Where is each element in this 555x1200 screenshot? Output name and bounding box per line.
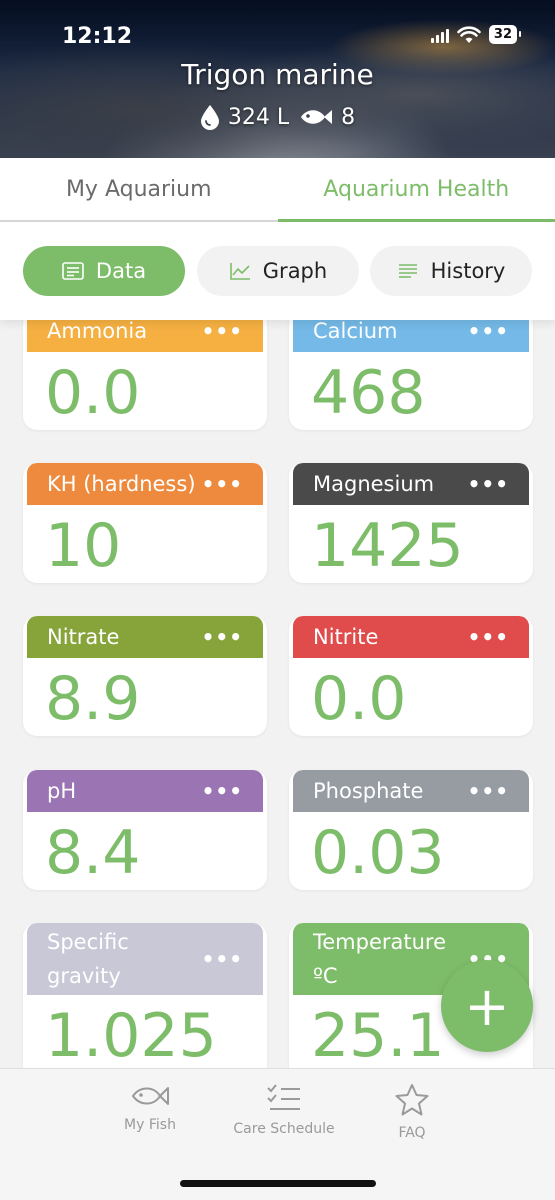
line-chart-icon xyxy=(229,263,250,280)
lines-icon xyxy=(398,264,417,278)
parameter-value: 10 xyxy=(45,511,122,581)
parameter-card-kh[interactable]: KH (hardness) ••• 10 xyxy=(23,463,267,583)
signal-icon xyxy=(430,27,449,43)
volume-value: 324 L xyxy=(227,104,290,130)
parameter-value: 0.0 xyxy=(311,664,407,734)
checklist-icon xyxy=(267,1084,300,1110)
add-measurement-button[interactable]: + xyxy=(441,960,533,1052)
parameter-card-calcium[interactable]: Calcium ••• 468 xyxy=(289,320,533,430)
more-options-icon[interactable]: ••• xyxy=(201,947,243,971)
fish-count-value: 8 xyxy=(341,104,356,130)
parameter-value: 8.9 xyxy=(45,664,141,734)
parameter-label: Ammonia xyxy=(47,320,148,343)
fish-count-stat: 8 xyxy=(299,105,355,130)
fish-icon xyxy=(131,1087,169,1105)
tab-aquarium-health[interactable]: Aquarium Health xyxy=(277,158,555,222)
aquarium-header: 12:12 32 Trigon marine 324 L 8 xyxy=(0,0,555,158)
parameter-value: 468 xyxy=(311,358,426,428)
parameter-label: Nitrate xyxy=(47,625,120,649)
card-header: KH (hardness) ••• xyxy=(27,463,263,505)
battery-indicator: 32 xyxy=(488,25,522,44)
parameter-card-phosphate[interactable]: Phosphate ••• 0.03 xyxy=(289,770,533,890)
nav-care-schedule-label: Care Schedule xyxy=(233,1121,335,1137)
nav-my-fish[interactable]: My Fish xyxy=(100,1083,200,1133)
parameter-card-ammonia[interactable]: Ammonia ••• 0.0 xyxy=(23,320,267,430)
card-header: Nitrate ••• xyxy=(27,616,263,658)
parameter-card-magnesium[interactable]: Magnesium ••• 1425 xyxy=(289,463,533,583)
more-options-icon[interactable]: ••• xyxy=(467,779,509,803)
parameter-label: Temperature ºC xyxy=(313,930,447,988)
star-icon xyxy=(395,1084,429,1116)
bottom-navigation: My Fish Care Schedule FAQ xyxy=(0,1068,555,1200)
more-options-icon[interactable]: ••• xyxy=(467,625,509,649)
parameter-card-ph[interactable]: pH ••• 8.4 xyxy=(23,770,267,890)
more-options-icon[interactable]: ••• xyxy=(201,625,243,649)
main-tabs: My Aquarium Aquarium Health xyxy=(0,158,555,222)
status-icons: 32 xyxy=(430,25,522,44)
parameter-label: Phosphate xyxy=(313,779,424,803)
segment-graph-label: Graph xyxy=(262,259,328,283)
fish-icon xyxy=(301,110,333,124)
parameter-value: 0.0 xyxy=(45,358,141,428)
parameter-value: 1425 xyxy=(311,511,464,581)
parameter-value: 8.4 xyxy=(45,818,141,888)
more-options-icon[interactable]: ••• xyxy=(201,472,243,496)
parameter-card-nitrate[interactable]: Nitrate ••• 8.9 xyxy=(23,616,267,736)
parameter-label: KH (hardness) xyxy=(47,472,196,496)
parameter-label: Calcium xyxy=(313,320,398,343)
more-options-icon[interactable]: ••• xyxy=(201,320,243,343)
segment-data-button[interactable]: Data xyxy=(23,246,185,296)
wifi-icon xyxy=(457,25,481,43)
nav-my-fish-label: My Fish xyxy=(124,1117,176,1133)
aquarium-stats: 324 L 8 xyxy=(0,104,555,130)
status-time: 12:12 xyxy=(62,24,133,49)
parameter-card-specific-gravity[interactable]: Specific gravity ••• 1.025 xyxy=(23,923,267,1068)
parameter-label: Magnesium xyxy=(313,472,435,496)
more-options-icon[interactable]: ••• xyxy=(201,779,243,803)
card-header: Specific gravity ••• xyxy=(27,923,263,995)
parameter-card-nitrite[interactable]: Nitrite ••• 0.0 xyxy=(289,616,533,736)
more-options-icon[interactable]: ••• xyxy=(467,320,509,343)
card-header: pH ••• xyxy=(27,770,263,812)
parameter-value: 1.025 xyxy=(45,1001,217,1068)
list-card-icon xyxy=(62,262,84,280)
more-options-icon[interactable]: ••• xyxy=(467,472,509,496)
nav-faq-label: FAQ xyxy=(398,1125,426,1141)
segment-history-label: History xyxy=(430,259,506,283)
home-indicator xyxy=(180,1180,376,1187)
nav-faq[interactable]: FAQ xyxy=(362,1083,462,1141)
segment-graph-button[interactable]: Graph xyxy=(197,246,359,296)
parameter-label: Specific gravity xyxy=(47,930,129,988)
card-header: Ammonia ••• xyxy=(27,320,263,352)
tab-my-aquarium[interactable]: My Aquarium xyxy=(65,176,212,202)
parameter-label: pH xyxy=(47,779,77,803)
segment-history-button[interactable]: History xyxy=(370,246,532,296)
parameter-label: Nitrite xyxy=(313,625,379,649)
card-header: Nitrite ••• xyxy=(293,616,529,658)
parameter-value: 25.1 xyxy=(311,1001,445,1068)
volume-stat: 324 L xyxy=(200,104,289,130)
water-drop-icon xyxy=(200,105,219,130)
nav-care-schedule[interactable]: Care Schedule xyxy=(224,1083,344,1137)
parameter-cards-grid: Ammonia ••• 0.0 Calcium ••• 468 KH (hard… xyxy=(0,320,555,1068)
aquarium-name: Trigon marine xyxy=(181,58,374,91)
card-header: Phosphate ••• xyxy=(293,770,529,812)
segment-data-label: Data xyxy=(95,259,147,283)
card-header: Magnesium ••• xyxy=(293,463,529,505)
view-segment-bar: Data Graph History xyxy=(0,222,555,320)
parameter-value: 0.03 xyxy=(311,818,445,888)
card-header: Calcium ••• xyxy=(293,320,529,352)
